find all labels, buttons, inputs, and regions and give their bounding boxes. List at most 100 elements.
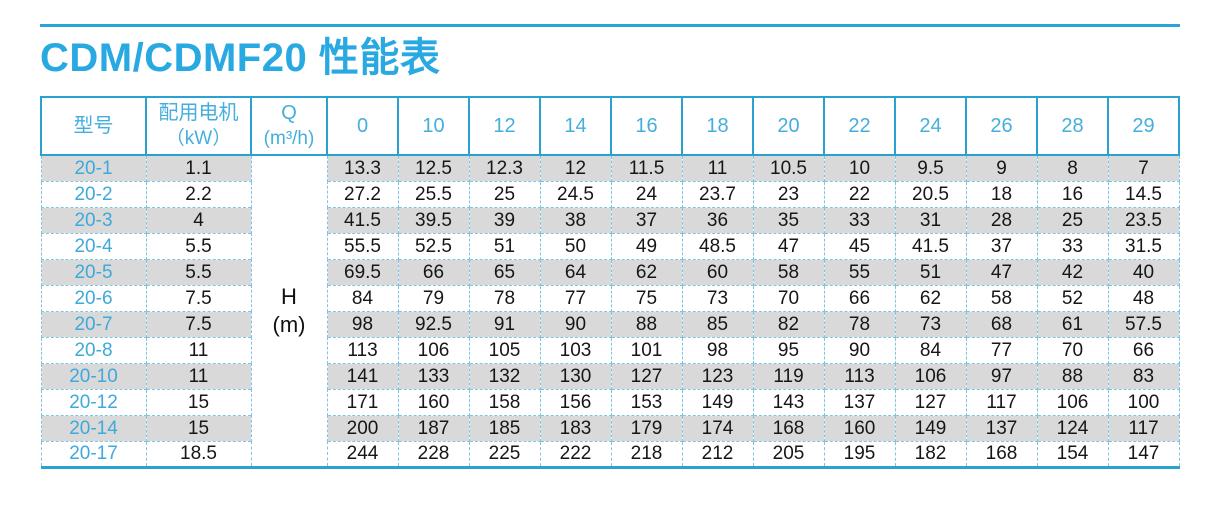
model-cell: 20-1	[40, 154, 147, 182]
head-value-cell: 45	[823, 232, 896, 260]
head-value-cell: 187	[397, 414, 470, 442]
head-value-cell: 55.5	[326, 232, 399, 260]
head-value-cell: 65	[468, 258, 541, 286]
head-value-cell: 58	[752, 258, 825, 286]
model-cell: 20-7	[40, 310, 147, 338]
table-row: 20-5 5.5 69.5 66 65 64 62 60 58 55 51 47 42 40	[40, 258, 1180, 286]
head-value-cell: 78	[468, 284, 541, 312]
head-value-cell: 182	[894, 440, 967, 469]
head-value-cell: 218	[610, 440, 683, 469]
head-value-cell: 70	[1036, 336, 1109, 364]
table-row: 20-3 4 41.5 39.5 39 38 37 36 35 33 31 28 25 23.5	[40, 206, 1180, 234]
head-value-cell: 58	[965, 284, 1038, 312]
head-value-cell: 168	[752, 414, 825, 442]
head-value-cell: 35	[752, 206, 825, 234]
head-value-cell: 64	[539, 258, 612, 286]
performance-table: 型号 配用电机 （kW） Q (m³/h) 0 10 12 14 16 18 20 22 24 2…	[40, 96, 1180, 469]
column-header-flow: 12	[468, 96, 541, 156]
column-header-flow: 26	[965, 96, 1038, 156]
head-value-cell: 66	[397, 258, 470, 286]
head-value-cell: 70	[752, 284, 825, 312]
head-value-cell: 84	[326, 284, 399, 312]
model-cell: 20-10	[40, 362, 147, 390]
head-value-cell: 11.5	[610, 154, 683, 182]
head-value-cell: 11	[681, 154, 754, 182]
head-value-cell: 73	[681, 284, 754, 312]
head-value-cell: 85	[681, 310, 754, 338]
head-value-cell: 10.5	[752, 154, 825, 182]
head-value-cell: 49	[610, 232, 683, 260]
head-value-cell: 27.2	[326, 180, 399, 208]
head-value-cell: 90	[823, 336, 896, 364]
head-value-cell: 160	[823, 414, 896, 442]
table-row: 20-1 1.1 H (m) 13.3 12.5 12.3 12 11.5 11 10.5 10 9.5…	[40, 154, 1180, 468]
model-cell: 20-3	[40, 206, 147, 234]
head-value-cell: 33	[823, 206, 896, 234]
head-value-cell: 127	[610, 362, 683, 390]
column-header-flow: 22	[823, 96, 896, 156]
table-row: 20-14 15 200 187 185 183 179 174 168 160 149 137 124…	[40, 414, 1180, 442]
head-value-cell: 160	[397, 388, 470, 416]
head-value-cell: 225	[468, 440, 541, 469]
motor-power-cell: 2.2	[145, 180, 252, 208]
head-value-cell: 179	[610, 414, 683, 442]
head-value-cell: 73	[894, 310, 967, 338]
head-value-cell: 23	[752, 180, 825, 208]
head-value-cell: 47	[965, 258, 1038, 286]
motor-power-cell: 11	[145, 362, 252, 390]
head-value-cell: 212	[681, 440, 754, 469]
column-header-model: 型号	[40, 96, 147, 156]
head-value-cell: 57.5	[1107, 310, 1180, 338]
table-header: 型号 配用电机 （kW） Q (m³/h) 0 10 12 14 16 18 20 22 24 2…	[40, 96, 1180, 156]
head-value-cell: 158	[468, 388, 541, 416]
head-value-cell: 12.3	[468, 154, 541, 182]
head-value-cell: 28	[965, 206, 1038, 234]
motor-power-cell: 1.1	[145, 154, 252, 182]
head-value-cell: 33	[1036, 232, 1109, 260]
head-value-cell: 52.5	[397, 232, 470, 260]
column-header-flow: 14	[539, 96, 612, 156]
head-value-cell: 40	[1107, 258, 1180, 286]
header-row: 型号 配用电机 （kW） Q (m³/h) 0 10 12 14 16 18 20 22 24 2…	[40, 96, 1180, 156]
head-value-cell: 137	[965, 414, 1038, 442]
head-value-cell: 25	[468, 180, 541, 208]
head-value-cell: 106	[1036, 388, 1109, 416]
table-row: 20-4 5.5 55.5 52.5 51 50 49 48.5 47 45 41.5 37 33 31.…	[40, 232, 1180, 260]
motor-power-cell: 7.5	[145, 310, 252, 338]
head-value-cell: 16	[1036, 180, 1109, 208]
head-value-cell: 168	[965, 440, 1038, 469]
head-value-cell: 39.5	[397, 206, 470, 234]
motor-power-cell: 5.5	[145, 232, 252, 260]
head-value-cell: 13.3	[326, 154, 399, 182]
head-value-cell: 127	[894, 388, 967, 416]
head-value-cell: 51	[468, 232, 541, 260]
head-value-cell: 50	[539, 232, 612, 260]
head-value-cell: 205	[752, 440, 825, 469]
motor-power-cell: 15	[145, 414, 252, 442]
column-header-flowrate: Q (m³/h)	[250, 96, 328, 156]
head-value-cell: 130	[539, 362, 612, 390]
head-value-cell: 24	[610, 180, 683, 208]
head-value-cell: 153	[610, 388, 683, 416]
head-value-cell: 200	[326, 414, 399, 442]
head-value-cell: 123	[681, 362, 754, 390]
table-row: 20-17 18.5 244 228 225 222 218 212 205 195 182 168 1…	[40, 440, 1180, 469]
head-value-cell: 55	[823, 258, 896, 286]
model-cell: 20-5	[40, 258, 147, 286]
head-value-cell: 174	[681, 414, 754, 442]
head-value-cell: 149	[894, 414, 967, 442]
head-value-cell: 228	[397, 440, 470, 469]
head-unit-line1: H	[281, 284, 297, 310]
head-value-cell: 62	[894, 284, 967, 312]
head-unit-line2: (m)	[272, 311, 306, 337]
motor-power-cell: 18.5	[145, 440, 252, 469]
head-value-cell: 137	[823, 388, 896, 416]
head-value-cell: 23.5	[1107, 206, 1180, 234]
head-value-cell: 41.5	[894, 232, 967, 260]
head-value-cell: 66	[823, 284, 896, 312]
motor-power-cell: 5.5	[145, 258, 252, 286]
head-value-cell: 20.5	[894, 180, 967, 208]
head-value-cell: 60	[681, 258, 754, 286]
head-value-cell: 101	[610, 336, 683, 364]
model-cell: 20-4	[40, 232, 147, 260]
